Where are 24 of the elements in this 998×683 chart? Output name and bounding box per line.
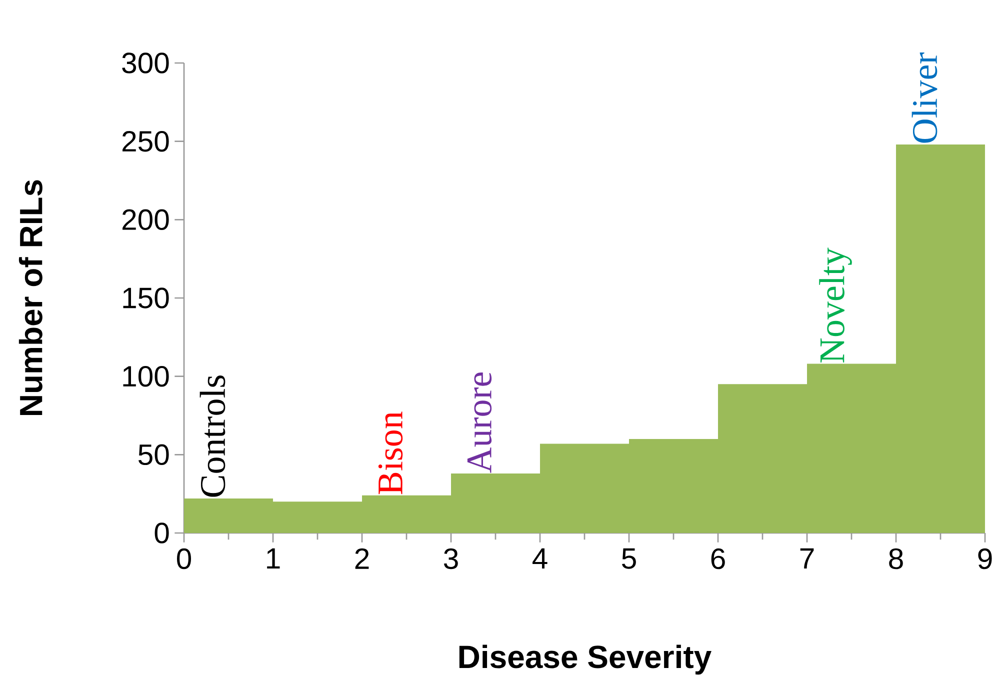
x-tick-label: 5 (622, 548, 636, 569)
annotation: Aurore (467, 372, 492, 473)
x-tick-label: 9 (978, 548, 992, 570)
annotation: Controls (200, 376, 226, 497)
x-tick-label: 8 (889, 548, 903, 570)
y-tick-label: 150 (123, 288, 169, 308)
x-axis-title: Disease Severity (459, 644, 712, 675)
y-tick-label: 100 (123, 366, 169, 387)
y-tick-label: 300 (122, 52, 169, 74)
x-tick-label: 6 (711, 548, 725, 570)
annotation: Novelty (819, 248, 852, 362)
x-tick-label: 2 (355, 548, 369, 569)
x-tick-label: 7 (800, 548, 814, 569)
annotation: Bison (378, 412, 403, 494)
y-tick-label: 250 (122, 130, 169, 152)
x-tick-label: 4 (532, 548, 548, 569)
y-axis-title: Number of RILs (18, 180, 42, 415)
annotation: Oliver (912, 52, 938, 143)
x-tick-label: 0 (176, 548, 192, 570)
y-tick-label: 0 (154, 522, 169, 544)
x-tick-label: 1 (267, 548, 280, 569)
y-tick-label: 200 (122, 209, 169, 230)
x-tick-label: 3 (444, 548, 458, 570)
y-tick-label: 50 (138, 444, 169, 466)
